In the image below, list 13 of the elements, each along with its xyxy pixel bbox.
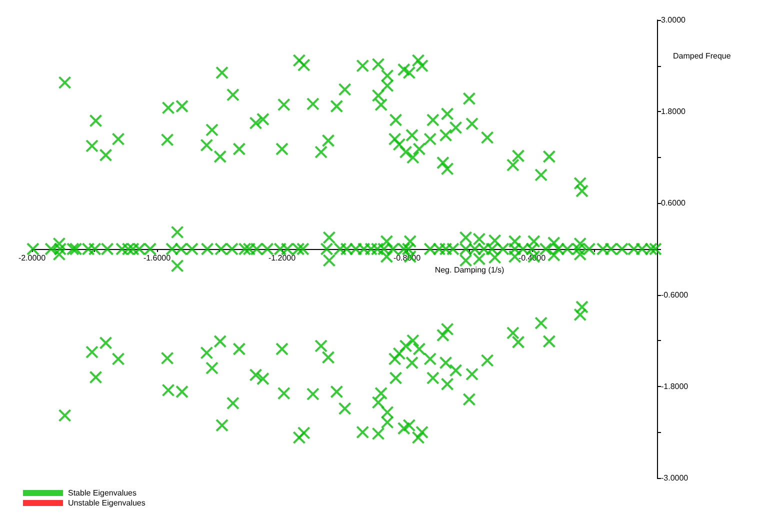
y-tick-label: -0.6000 — [661, 290, 689, 300]
legend-label: Unstable Eigenvalues — [68, 498, 146, 508]
x-tick-label: -2.0000 — [18, 254, 46, 262]
x-tick-label: -1.2000 — [268, 254, 296, 262]
y-tick-label: 1.8000 — [661, 107, 686, 116]
y-tick-label: 0.6000 — [661, 198, 686, 208]
y-tick-label: 3.0000 — [661, 16, 686, 24]
x-tick-label: -1.6000 — [143, 254, 172, 262]
legend-label: Stable Eigenvalues — [68, 488, 136, 498]
y-tick-label: -3.0000 — [661, 474, 689, 482]
y-tick-label: -1.8000 — [661, 382, 689, 391]
x-axis-title: Neg. Damping (1/s) — [434, 266, 505, 274]
y-axis-title: Damped Freque — [673, 52, 732, 60]
